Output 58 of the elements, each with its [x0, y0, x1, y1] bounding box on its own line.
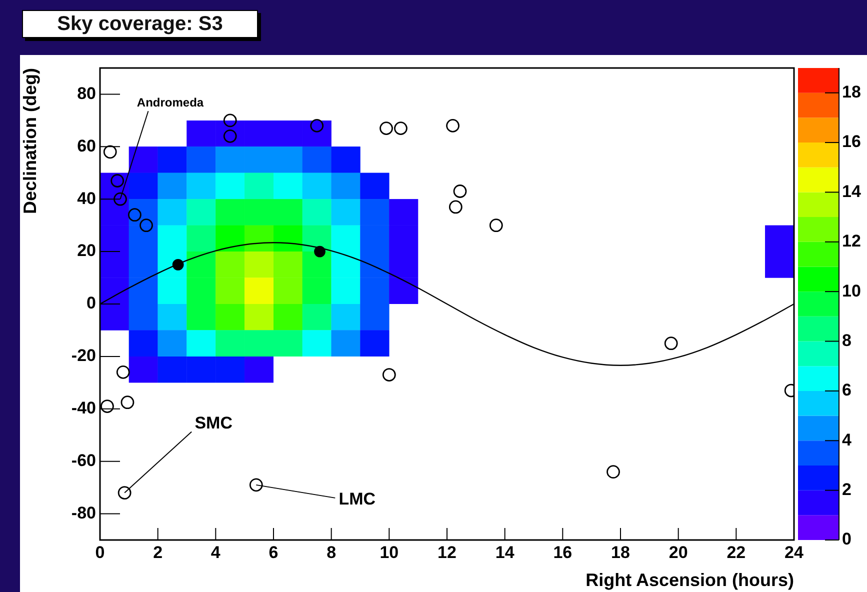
color-bar-label: 4: [842, 430, 852, 450]
x-tick-label: 18: [611, 542, 630, 562]
x-tick-label: 6: [268, 542, 278, 562]
y-tick-label: -80: [71, 503, 96, 522]
color-bar-label: 16: [842, 132, 861, 152]
x-tick-label: 8: [326, 542, 336, 562]
color-bar-label: 18: [842, 82, 861, 102]
point: [489, 218, 503, 232]
x-tick-label: 20: [668, 542, 688, 562]
y-axis-title: Declination (deg): [20, 68, 40, 214]
point: [380, 122, 393, 136]
point: [128, 208, 142, 222]
color-bar-label: 8: [842, 330, 852, 350]
y-tick-label: 80: [77, 84, 96, 103]
x-tick-label: 22: [726, 542, 746, 562]
point: [120, 396, 134, 410]
x-tick-label: 24: [784, 542, 804, 562]
point: [382, 368, 396, 382]
point: [448, 200, 462, 214]
x-tick-label: 2: [153, 542, 163, 562]
point: [314, 246, 326, 258]
point: [249, 478, 263, 492]
point: [114, 192, 127, 206]
y-tick-label: 20: [77, 241, 96, 260]
x-tick-label: 12: [438, 542, 456, 562]
x-tick-label: 14: [495, 542, 515, 562]
color-bar-label: 10: [842, 281, 861, 300]
point: [453, 184, 467, 198]
point: [100, 400, 114, 413]
y-tick-label: 60: [77, 136, 96, 156]
x-tick-label: 16: [553, 542, 572, 562]
point: [664, 336, 678, 350]
y-tick-label: -20: [71, 346, 96, 366]
color-bar-label: 14: [842, 182, 862, 201]
y-tick-label: -40: [71, 398, 96, 418]
chart-title: Sky coverage: S3: [22, 10, 258, 38]
point: [223, 114, 237, 128]
point: [118, 486, 132, 500]
x-tick-label: 10: [380, 542, 399, 562]
color-bar-label: 12: [842, 232, 861, 251]
point: [394, 122, 408, 136]
x-tick-label: 4: [210, 542, 221, 562]
annotation: LMC: [338, 490, 376, 509]
point: [140, 218, 153, 232]
point: [446, 118, 460, 132]
annotation: Andromeda: [136, 95, 204, 110]
point: [116, 365, 130, 379]
color-bar-label: 2: [842, 480, 852, 500]
annotation: SMC: [194, 413, 232, 432]
y-tick-label: 0: [86, 294, 96, 313]
point: [606, 465, 620, 479]
y-tick-label: 40: [77, 188, 96, 208]
x-axis-title: Right Ascension (hours): [586, 570, 794, 590]
point: [103, 145, 117, 159]
color-bar-label: 0: [842, 530, 852, 549]
y-tick-label: -60: [71, 451, 96, 470]
point: [310, 118, 324, 132]
color-bar-label: 6: [842, 380, 852, 400]
